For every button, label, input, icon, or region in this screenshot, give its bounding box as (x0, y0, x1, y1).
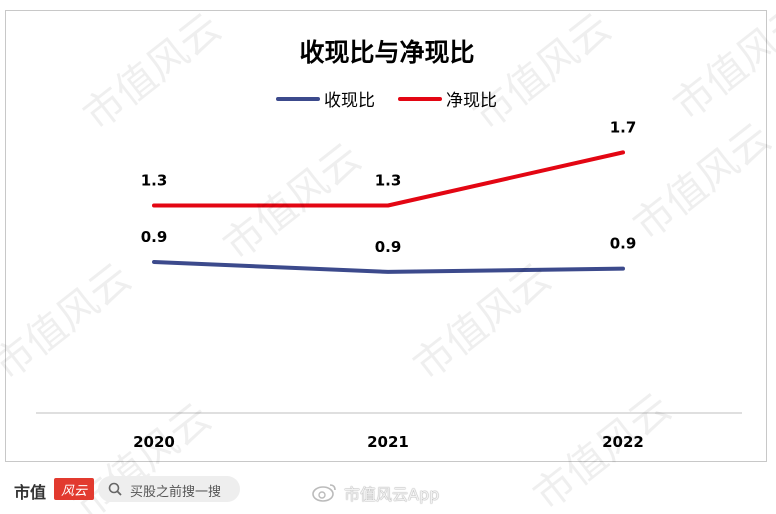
x-tick-label-1: 2021 (367, 433, 409, 451)
data-label-0-0: 0.9 (141, 228, 168, 246)
data-label-0-2: 0.9 (610, 235, 637, 253)
x-tick-label-2: 2022 (602, 433, 644, 451)
footer-account-name[interactable]: 市值风云App (344, 485, 440, 504)
chart-frame: 收现比与净现比 收现比 净现比 0.9 0.9 0.9 1.3 1.3 1.7 2020 20… (5, 10, 767, 462)
data-label-1-2: 1.7 (610, 118, 637, 136)
x-tick-label-0: 2020 (133, 433, 175, 451)
chart-svg: 收现比与净现比 收现比 净现比 0.90.9 0.91.3 1.31.7 2020 20… (36, 38, 742, 451)
weibo-icon (312, 484, 336, 502)
brand-logo-seal: 风云 (54, 478, 94, 500)
brand-name: 市值 (14, 483, 47, 502)
data-label-1-0: 1.3 (141, 172, 168, 190)
chart-legend: 收现比 净现比 (276, 91, 497, 111)
series-layer: 0.9 0.9 0.9 1.3 1.3 1.7 (141, 118, 637, 274)
series-line-0 (152, 259, 625, 274)
search-input[interactable]: 买股之前搜一搜 (98, 476, 240, 502)
data-label-1-1: 1.3 (375, 172, 402, 190)
data-label-0-1: 0.9 (375, 238, 402, 256)
legend-label-1: 净现比 (446, 91, 497, 111)
search-icon (108, 482, 122, 496)
footer-bar: 市值 风云 买股之前搜一搜 市值风云App (0, 468, 776, 514)
chart-title: 收现比与净现比 (299, 38, 474, 67)
search-placeholder: 买股之前搜一搜 (130, 485, 222, 500)
x-tick-labels: 2020 2021 2022 (133, 433, 644, 451)
legend-label-0: 收现比 (324, 91, 375, 111)
